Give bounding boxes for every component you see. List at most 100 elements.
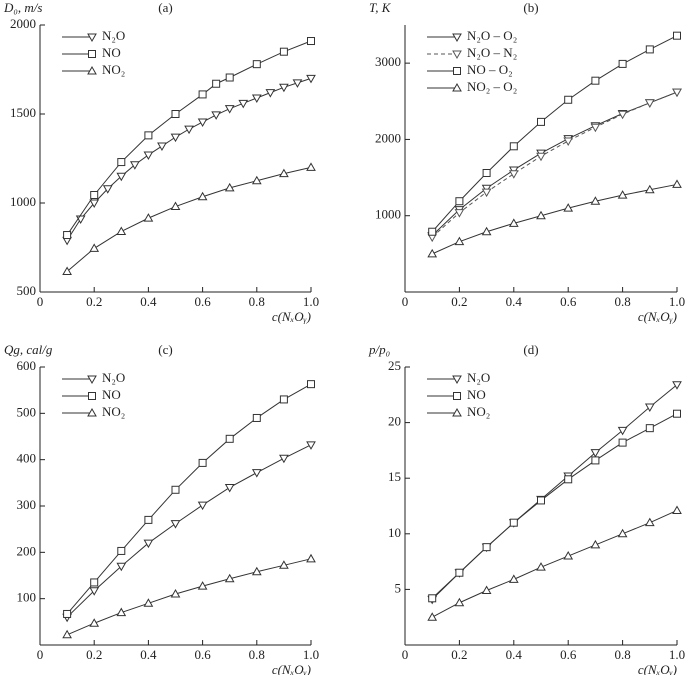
- marker: [170, 520, 181, 529]
- y-tick-label: 200: [17, 543, 37, 558]
- marker: [644, 517, 655, 527]
- marker: [617, 190, 628, 199]
- marker: [590, 539, 601, 549]
- x-tick-label: 1.0: [303, 647, 319, 662]
- marker: [428, 594, 437, 603]
- series-line: [431, 509, 678, 618]
- marker: [129, 161, 140, 170]
- marker: [645, 45, 654, 54]
- x-tick-label: 0.8: [249, 294, 265, 309]
- x-tick-label: 0.8: [614, 647, 630, 662]
- x-tick-label: 0.2: [451, 294, 467, 309]
- marker: [645, 424, 654, 433]
- legend-label: NO: [102, 387, 121, 402]
- marker: [224, 182, 235, 192]
- marker: [116, 607, 127, 617]
- marker: [116, 226, 127, 235]
- y-tick-label: 1000: [375, 207, 401, 222]
- y-tick-label: 15: [388, 469, 401, 484]
- x-tick-label: 0.8: [614, 294, 630, 309]
- panel-title: (c): [158, 342, 172, 357]
- x-axis-label: c(NₓOᵧ): [638, 662, 677, 675]
- y-tick-label: 300: [17, 497, 37, 512]
- marker: [143, 213, 154, 222]
- legend-label: NO₂: [102, 62, 125, 77]
- marker: [564, 475, 573, 484]
- legend-marker: [87, 407, 97, 417]
- marker: [171, 485, 180, 494]
- legend-marker: [87, 65, 97, 75]
- marker: [251, 566, 262, 576]
- x-tick-label: 0: [402, 294, 409, 309]
- marker: [238, 99, 249, 109]
- legend-label: N₂O – N₂: [467, 45, 517, 60]
- marker: [428, 227, 437, 236]
- marker: [617, 528, 628, 538]
- marker: [89, 199, 100, 209]
- marker: [224, 483, 235, 493]
- marker: [170, 133, 181, 143]
- series-line: [66, 383, 312, 615]
- marker: [116, 172, 127, 182]
- series-line: [66, 558, 312, 636]
- marker: [157, 142, 167, 152]
- marker: [672, 505, 682, 514]
- x-tick-label: 0.6: [560, 294, 577, 309]
- marker: [508, 574, 519, 583]
- series-line: [431, 91, 678, 236]
- x-tick-label: 0.4: [506, 647, 523, 662]
- x-tick-label: 0.6: [194, 647, 211, 662]
- y-axis-label: Qg, cal/g: [4, 342, 53, 357]
- panel-title: (b): [523, 0, 538, 15]
- marker: [117, 546, 126, 555]
- x-axis-label: c(NₓOᵧ): [638, 309, 677, 324]
- marker: [617, 426, 628, 436]
- marker: [563, 203, 574, 212]
- marker: [170, 589, 181, 598]
- x-axis-label: c(NₓOᵧ): [272, 309, 311, 324]
- marker: [617, 110, 628, 120]
- y-axis-label: p/p₀: [368, 342, 390, 357]
- marker: [143, 539, 154, 549]
- marker: [197, 501, 208, 511]
- legend-label: NO₂: [102, 404, 125, 419]
- marker: [508, 218, 519, 227]
- marker: [537, 117, 545, 126]
- y-tick-label: 500: [17, 404, 37, 419]
- y-tick-label: 400: [17, 451, 37, 466]
- marker: [279, 395, 288, 404]
- marker: [252, 60, 261, 69]
- legend-marker: [88, 50, 96, 58]
- marker: [102, 185, 113, 194]
- y-tick-label: 20: [388, 414, 401, 429]
- series-line: [431, 413, 678, 599]
- marker: [63, 609, 72, 618]
- marker: [481, 585, 492, 595]
- marker: [454, 236, 465, 246]
- legend-marker: [87, 375, 97, 385]
- legend-marker: [452, 82, 462, 92]
- x-tick-label: 0.4: [140, 294, 157, 309]
- marker: [90, 578, 99, 587]
- marker: [279, 168, 289, 178]
- x-tick-label: 0.8: [249, 647, 265, 662]
- x-tick-label: 0.6: [560, 647, 577, 662]
- x-axis-label: c(NₓOᵧ): [272, 662, 311, 675]
- marker: [251, 94, 262, 103]
- marker: [591, 456, 600, 465]
- panel-title: (d): [523, 342, 538, 357]
- legend-label: N₂O: [467, 370, 490, 385]
- x-tick-label: 1.0: [669, 647, 685, 662]
- marker: [672, 179, 682, 188]
- marker: [455, 568, 464, 577]
- marker: [590, 123, 601, 133]
- marker: [89, 587, 100, 596]
- marker: [143, 598, 154, 607]
- x-tick-label: 1.0: [303, 294, 319, 309]
- marker: [536, 562, 546, 571]
- series-line: [431, 183, 678, 255]
- marker: [197, 581, 208, 590]
- legend-marker: [452, 407, 462, 417]
- panel-title: (a): [158, 0, 172, 15]
